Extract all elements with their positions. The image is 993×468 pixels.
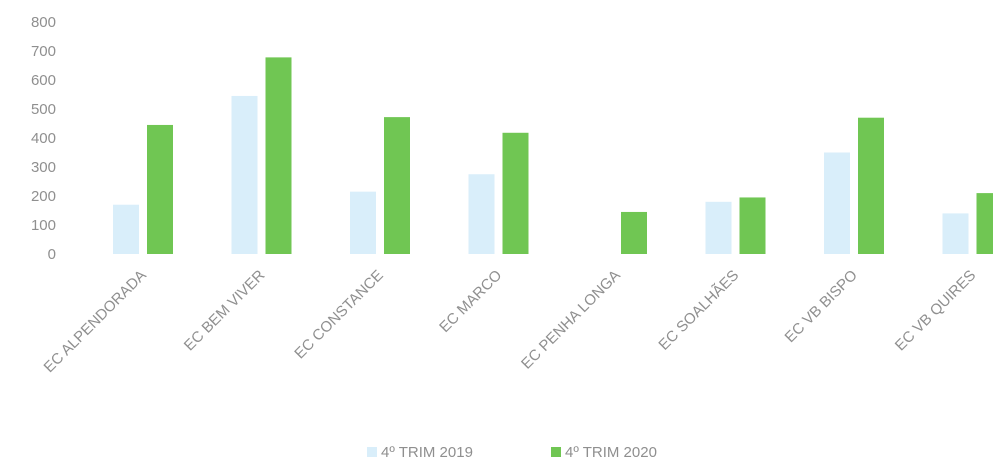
- y-tick-label-7: 700: [31, 43, 56, 60]
- bar-series1-1: [231, 95, 258, 254]
- legend-label-1: 4º TRIM 2019: [381, 444, 473, 461]
- y-tick-label-5: 500: [31, 101, 56, 118]
- bar-series1-0: [113, 204, 139, 254]
- x-category-label-6: EC VB BISPO: [782, 267, 861, 346]
- bar-series2-3: [502, 132, 529, 254]
- y-tick-label-2: 200: [31, 188, 56, 205]
- bar-series2-0: [147, 124, 173, 254]
- y-tick-label-8: 800: [31, 14, 56, 31]
- bar-series2-1: [265, 57, 292, 254]
- legend-swatch-2: [551, 447, 561, 457]
- y-tick-label-1: 100: [31, 217, 56, 234]
- x-category-label-0: EC ALPENDORADA: [41, 267, 150, 376]
- bar-series1-3: [468, 174, 495, 254]
- bars-area: [113, 57, 993, 255]
- x-category-label-2: EC CONSTANCE: [291, 267, 387, 363]
- x-axis: EC ALPENDORADA EC BEM VIVER EC CONSTANCE EC…: [41, 267, 980, 376]
- bar-series2-4: [621, 211, 647, 254]
- y-tick-label-3: 300: [31, 159, 56, 176]
- legend-swatch-1: [367, 447, 377, 457]
- bar-series1-7: [942, 213, 969, 254]
- x-category-label-3: EC MARCO: [436, 267, 505, 336]
- x-category-label-5: EC SOALHÃES: [655, 267, 742, 354]
- x-category-label-4: EC PENHA LONGA: [518, 267, 624, 373]
- y-tick-label-4: 400: [31, 130, 56, 147]
- legend: 4º TRIM 2019 4º TRIM 2020: [367, 444, 657, 461]
- y-tick-label-6: 600: [31, 72, 56, 89]
- bar-series2-5: [739, 197, 766, 254]
- y-tick-label-0: 0: [48, 246, 56, 263]
- bar-series2-6: [858, 117, 884, 254]
- x-category-label-7: EC VB QUIRES: [892, 267, 979, 354]
- bar-series2-7: [976, 193, 993, 254]
- bar-series2-2: [384, 117, 410, 255]
- y-axis: 0 100 200 300 400 500 600 700 800: [31, 14, 56, 263]
- bar-series1-6: [824, 152, 850, 254]
- bar-series1-5: [705, 201, 732, 254]
- x-category-label-1: EC BEM VIVER: [181, 267, 269, 355]
- bar-series1-2: [350, 191, 376, 254]
- legend-label-2: 4º TRIM 2020: [565, 444, 657, 461]
